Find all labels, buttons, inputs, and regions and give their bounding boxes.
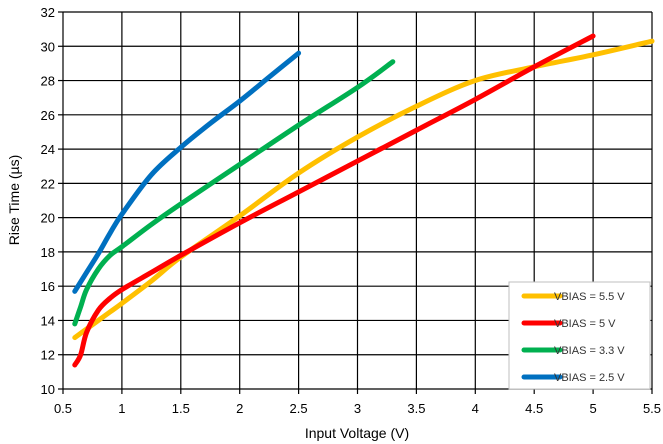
legend-box	[508, 281, 651, 390]
series-line-2	[72, 33, 596, 368]
y-tick-label: 28	[41, 74, 55, 89]
legend-label-4: VBIAS = 2.5 V	[554, 372, 625, 384]
x-axis-title: Input Voltage (V)	[305, 425, 409, 441]
series-line-3	[72, 59, 396, 327]
y-tick-label: 32	[41, 5, 55, 20]
y-tick-label: 30	[41, 39, 55, 54]
x-tick-label: 2	[236, 401, 243, 416]
y-tick-label: 10	[41, 382, 55, 397]
x-tick-label: 0.5	[54, 401, 72, 416]
y-tick-label: 12	[41, 348, 55, 363]
y-tick-label: 20	[41, 211, 55, 226]
legend-label-2: VBIAS = 5 V	[554, 318, 616, 330]
x-tick-label: 5.5	[643, 401, 661, 416]
x-tick-label: 1.5	[172, 401, 190, 416]
y-tick-label: 24	[41, 142, 55, 157]
y-tick-labels: 10 12 14 16 18 20 22 24 26 28 30 32	[41, 5, 55, 397]
x-tick-label: 2.5	[290, 401, 308, 416]
x-tick-label: 5	[589, 401, 596, 416]
y-tick-label: 16	[41, 279, 55, 294]
x-tick-label: 1	[118, 401, 125, 416]
x-tick-labels: 0.5 1 1.5 2 2.5 3 3.5 4 4.5 5 5.5	[54, 401, 661, 416]
series-line-1	[72, 38, 655, 341]
x-tick-label: 4	[472, 401, 479, 416]
y-tick-label: 26	[41, 108, 55, 123]
legend-label-3: VBIAS = 3.3 V	[554, 345, 625, 357]
legend: VBIAS = 5.5 V VBIAS = 5 V VBIAS = 3.3 V VBI…	[508, 281, 651, 390]
y-tick-label: 18	[41, 245, 55, 260]
series-layer	[72, 33, 655, 368]
x-tick-label: 3.5	[407, 401, 425, 416]
legend-label-1: VBIAS = 5.5 V	[554, 291, 625, 303]
y-tick-label: 22	[41, 176, 55, 191]
y-axis-title: Rise Time (µs)	[6, 155, 22, 246]
grid	[58, 11, 653, 394]
x-tick-label: 4.5	[525, 401, 543, 416]
x-tick-label: 3	[354, 401, 361, 416]
series-line-4	[72, 50, 302, 294]
y-tick-label: 14	[41, 313, 55, 328]
